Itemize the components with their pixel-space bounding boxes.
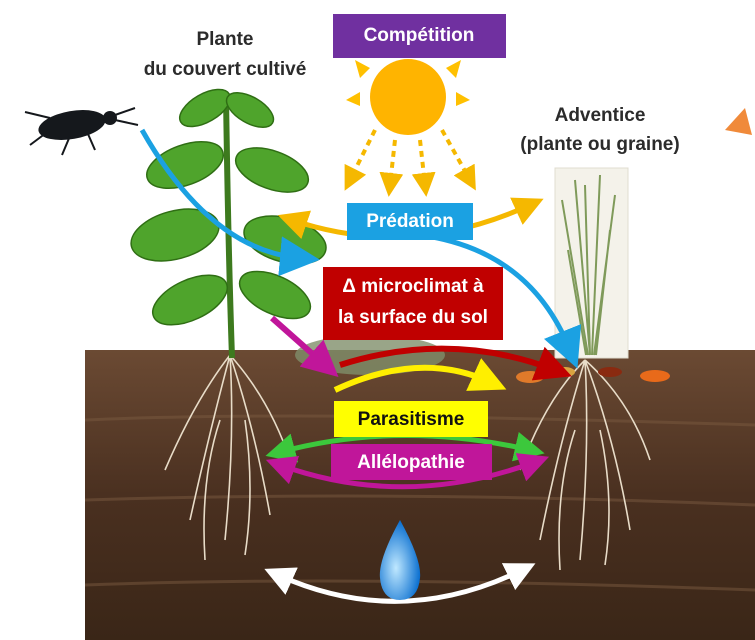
leaf <box>145 265 234 335</box>
crop-stem <box>226 95 232 358</box>
crop-plant-label: Plante <box>196 29 253 50</box>
seed <box>516 371 544 383</box>
ray-arrow <box>420 140 425 185</box>
orange-arrow <box>725 108 752 135</box>
beetle <box>25 105 138 155</box>
leaf <box>125 200 224 270</box>
ray-arrow <box>390 140 395 185</box>
parasitism-label: Parasitisme <box>358 409 465 430</box>
sun-disc <box>370 59 446 135</box>
seed <box>640 370 670 382</box>
ray-arrow <box>350 130 375 180</box>
weed-label: Adventice <box>555 105 646 126</box>
weed-label: (plante ou graine) <box>520 134 679 155</box>
leaf <box>221 86 279 135</box>
crop-plant-label: du couvert cultivé <box>144 59 307 80</box>
microclimate-label: la surface du sol <box>338 307 488 328</box>
predation-label: Prédation <box>366 211 454 232</box>
competition-label: Compétition <box>364 25 475 46</box>
leaf <box>239 208 332 272</box>
microclimate-label: Δ microclimat à <box>342 276 484 297</box>
beetle-body <box>36 105 108 144</box>
sun-rays-down <box>350 130 470 185</box>
diagram: Plante du couvert cultivé Compétition Ad… <box>0 0 755 640</box>
seed <box>598 367 622 377</box>
beetle-head <box>103 111 117 125</box>
allelopathy-label: Allélopathie <box>357 452 465 473</box>
weed-panel <box>555 168 628 358</box>
leaf <box>230 139 314 201</box>
leaf <box>141 133 230 198</box>
seed <box>555 367 575 377</box>
ray-arrow <box>442 130 470 180</box>
